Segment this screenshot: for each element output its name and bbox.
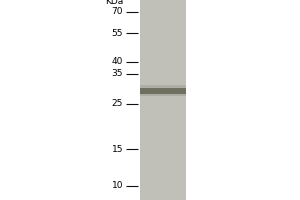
Text: KDa: KDa (105, 0, 123, 6)
Text: 40: 40 (112, 57, 123, 66)
Text: 15: 15 (112, 145, 123, 154)
Bar (140, 85, 186, 96)
Text: 35: 35 (112, 69, 123, 78)
Bar (140, 0, 186, 200)
Text: 10: 10 (112, 181, 123, 190)
Bar (140, 88, 186, 94)
Text: 25: 25 (112, 99, 123, 108)
Text: 70: 70 (112, 7, 123, 16)
Text: 55: 55 (112, 29, 123, 38)
